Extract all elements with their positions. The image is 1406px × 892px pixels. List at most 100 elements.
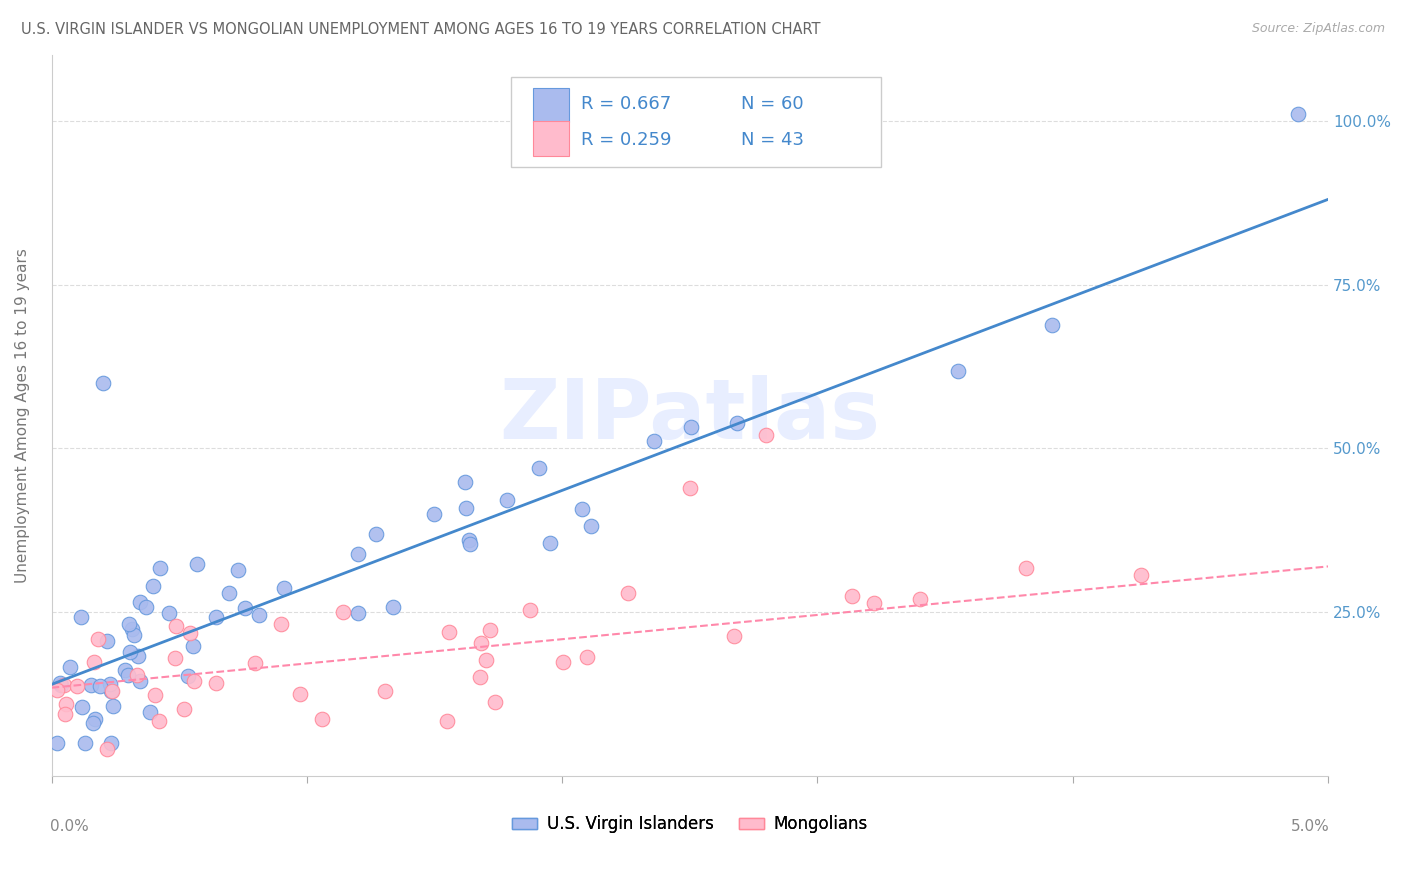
Point: [643, 434, 665, 448]
Point: [527, 460, 550, 475]
Point: [538, 536, 561, 550]
Point: [616, 586, 638, 600]
Point: [142, 578, 165, 592]
Point: [946, 364, 969, 378]
Point: [129, 673, 152, 688]
Point: [69, 610, 91, 624]
Point: [571, 502, 593, 516]
Point: [374, 683, 396, 698]
Point: [863, 596, 886, 610]
Legend: U.S. Virgin Islanders, Mongolians: U.S. Virgin Islanders, Mongolians: [505, 809, 875, 840]
Point: [100, 684, 122, 698]
Point: [177, 669, 200, 683]
Point: [725, 416, 748, 430]
Point: [579, 519, 602, 533]
Point: [66, 680, 89, 694]
Point: [127, 649, 149, 664]
Point: [347, 607, 370, 621]
Point: [49, 678, 72, 692]
Point: [496, 493, 519, 508]
Point: [135, 600, 157, 615]
Point: [183, 673, 205, 688]
Point: [84, 712, 107, 726]
Point: [382, 599, 405, 614]
Point: [121, 622, 143, 636]
Point: [45, 682, 67, 697]
Text: Source: ZipAtlas.com: Source: ZipAtlas.com: [1251, 22, 1385, 36]
Point: [80, 678, 103, 692]
Point: [458, 536, 481, 550]
Point: [87, 632, 110, 647]
Point: [165, 651, 187, 665]
Point: [186, 557, 208, 571]
Point: [1130, 568, 1153, 582]
Text: R = 0.667: R = 0.667: [581, 95, 672, 113]
Point: [233, 601, 256, 615]
Point: [101, 684, 124, 698]
Point: [755, 428, 778, 442]
Point: [478, 623, 501, 637]
Point: [127, 668, 149, 682]
Point: [457, 533, 479, 547]
Point: [96, 634, 118, 648]
Point: [165, 619, 187, 633]
Point: [1040, 318, 1063, 332]
Point: [484, 696, 506, 710]
Point: [117, 668, 139, 682]
Point: [98, 677, 121, 691]
Point: [53, 706, 76, 721]
Point: [45, 736, 67, 750]
Point: [436, 714, 458, 728]
Point: [475, 653, 498, 667]
FancyBboxPatch shape: [533, 87, 568, 122]
Point: [470, 636, 492, 650]
Point: [247, 608, 270, 623]
Point: [49, 676, 72, 690]
Point: [454, 501, 477, 516]
Point: [1286, 107, 1309, 121]
Point: [470, 669, 492, 683]
Text: N = 43: N = 43: [741, 130, 804, 148]
Point: [59, 660, 82, 674]
Point: [311, 712, 333, 726]
Point: [454, 475, 477, 489]
Point: [101, 698, 124, 713]
Point: [273, 581, 295, 595]
FancyBboxPatch shape: [533, 121, 568, 156]
Point: [228, 563, 250, 577]
Point: [89, 679, 111, 693]
Point: [117, 616, 139, 631]
Point: [576, 649, 599, 664]
Point: [118, 645, 141, 659]
Point: [679, 481, 702, 495]
Point: [551, 655, 574, 669]
Text: U.S. VIRGIN ISLANDER VS MONGOLIAN UNEMPLOYMENT AMONG AGES 16 TO 19 YEARS CORRELA: U.S. VIRGIN ISLANDER VS MONGOLIAN UNEMPL…: [21, 22, 821, 37]
Point: [423, 508, 446, 522]
Point: [179, 626, 201, 640]
Point: [70, 699, 93, 714]
Point: [148, 714, 170, 728]
Point: [55, 698, 77, 712]
Point: [204, 609, 226, 624]
Text: R = 0.259: R = 0.259: [581, 130, 672, 148]
Point: [679, 419, 702, 434]
Point: [519, 603, 541, 617]
Point: [364, 526, 387, 541]
Point: [908, 592, 931, 607]
Text: 0.0%: 0.0%: [51, 820, 89, 834]
Point: [114, 663, 136, 677]
Point: [841, 589, 863, 603]
Text: N = 60: N = 60: [741, 95, 803, 113]
Point: [143, 688, 166, 702]
Point: [157, 607, 180, 621]
Text: ZIPatlas: ZIPatlas: [499, 376, 880, 456]
Point: [139, 706, 162, 720]
Point: [82, 716, 104, 731]
Point: [91, 376, 114, 390]
Point: [439, 625, 461, 640]
Point: [149, 561, 172, 575]
Point: [181, 639, 204, 653]
FancyBboxPatch shape: [512, 77, 882, 167]
Point: [243, 656, 266, 670]
Text: 5.0%: 5.0%: [1291, 820, 1330, 834]
